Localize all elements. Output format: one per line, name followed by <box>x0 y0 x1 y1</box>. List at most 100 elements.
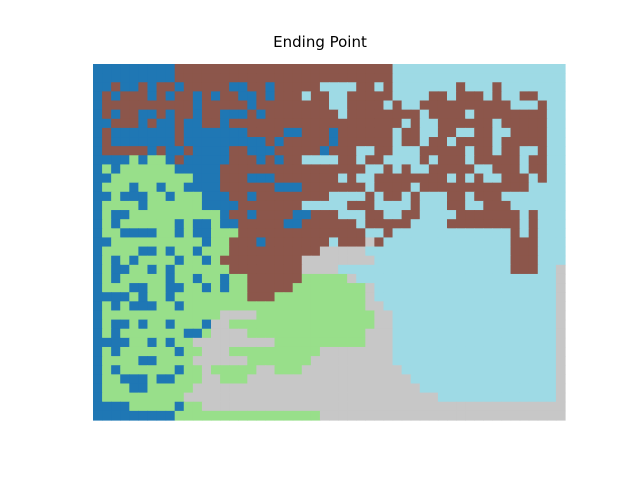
grid-cell-green <box>102 319 112 330</box>
grid-cell-brown <box>465 210 475 220</box>
grid-cell-cyan <box>329 200 339 211</box>
grid-cell-cyan <box>519 164 530 175</box>
grid-cell-cyan <box>474 365 484 375</box>
grid-cell-green <box>192 401 203 412</box>
grid-cell-green <box>256 346 267 357</box>
grid-cell-cyan <box>483 173 493 184</box>
grid-cell-brown <box>510 237 521 248</box>
grid-cell-cyan <box>492 365 503 375</box>
grid-cell-green <box>138 328 149 339</box>
grid-cell-cyan <box>492 356 503 366</box>
grid-cell-blue <box>238 137 248 147</box>
grid-cell-brown <box>383 173 394 184</box>
grid-cell-brown <box>465 118 475 129</box>
grid-cell-cyan <box>501 191 512 202</box>
grid-cell-green <box>283 301 294 312</box>
grid-cell-cyan <box>519 356 530 366</box>
grid-cell-brown <box>319 64 330 74</box>
grid-cell-cyan <box>419 365 430 375</box>
grid-cell-cyan <box>546 173 557 184</box>
grid-cell-blue <box>147 109 158 120</box>
grid-cell-brown <box>265 283 276 293</box>
grid-cell-green <box>165 182 176 193</box>
grid-cell-brown <box>274 228 285 239</box>
grid-cell-brown <box>229 164 239 175</box>
grid-cell-green <box>247 410 257 421</box>
grid-cell-blue <box>229 137 239 147</box>
grid-cell-brown <box>238 182 248 193</box>
grid-cell-cyan <box>492 392 503 403</box>
grid-cell-cyan <box>474 374 484 385</box>
grid-cell-green <box>156 264 167 275</box>
grid-cell-brown <box>374 219 385 229</box>
grid-cell-brown <box>274 164 285 175</box>
grid-cell-gray <box>365 374 375 385</box>
grid-cell-cyan <box>546 155 557 166</box>
grid-cell-green <box>274 292 285 302</box>
grid-cell-green <box>310 292 321 302</box>
grid-cell-cyan <box>492 337 503 348</box>
grid-cell-brown <box>274 91 285 102</box>
grid-cell-green <box>274 337 285 348</box>
grid-cell-green <box>183 210 194 220</box>
grid-cell-brown <box>220 182 230 193</box>
grid-cell-brown <box>274 82 285 92</box>
grid-cell-brown <box>437 182 448 193</box>
grid-cell-green <box>329 337 339 348</box>
grid-cell-green <box>201 246 212 257</box>
grid-cell-cyan <box>555 146 566 156</box>
grid-cell-blue <box>274 155 285 166</box>
grid-cell-green <box>138 182 149 193</box>
grid-cell-green <box>156 392 167 403</box>
grid-cell-gray <box>492 410 503 421</box>
grid-cell-gray <box>283 383 294 394</box>
grid-cell-brown <box>528 246 539 257</box>
grid-cell-green <box>156 200 167 211</box>
grid-cell-brown <box>456 173 466 184</box>
grid-cell-cyan <box>474 264 484 275</box>
grid-cell-brown <box>129 118 139 129</box>
grid-cell-brown <box>510 246 521 257</box>
grid-cell-cyan <box>492 246 503 257</box>
grid-cell-brown <box>292 237 303 248</box>
grid-cell-gray <box>555 365 566 375</box>
grid-cell-cyan <box>392 64 403 74</box>
grid-cell-brown <box>220 64 230 74</box>
grid-cell-cyan <box>501 356 512 366</box>
grid-cell-cyan <box>338 109 348 120</box>
grid-cell-green <box>183 356 194 366</box>
grid-cell-green <box>310 273 321 284</box>
grid-cell-brown <box>292 191 303 202</box>
grid-cell-green <box>120 237 130 248</box>
grid-cell-green <box>238 374 248 385</box>
grid-cell-gray <box>211 328 221 339</box>
grid-cell-brown <box>537 100 548 111</box>
grid-cell-brown <box>138 82 149 92</box>
grid-cell-brown <box>528 127 539 138</box>
grid-cell-brown <box>383 137 394 147</box>
grid-cell-brown <box>120 146 130 156</box>
grid-cell-brown <box>183 146 194 156</box>
grid-cell-gray <box>347 365 357 375</box>
grid-cell-brown <box>483 100 493 111</box>
grid-cell-cyan <box>546 301 557 312</box>
grid-cell-gray <box>347 356 357 366</box>
grid-cell-cyan <box>528 191 539 202</box>
grid-cell-brown <box>301 164 312 175</box>
grid-cell-cyan <box>447 374 457 385</box>
grid-cell-green <box>138 255 149 266</box>
grid-cell-green <box>156 246 167 257</box>
grid-cell-brown <box>537 155 548 166</box>
grid-cell-green <box>347 337 357 348</box>
grid-cell-gray <box>555 301 566 312</box>
grid-cell-gray <box>301 365 312 375</box>
grid-cell-cyan <box>537 264 548 275</box>
grid-cell-brown <box>192 73 203 83</box>
grid-cell-green <box>347 283 357 293</box>
grid-cell-cyan <box>546 328 557 339</box>
grid-cell-cyan <box>465 365 475 375</box>
grid-cell-brown <box>501 210 512 220</box>
grid-cell-green <box>102 301 112 312</box>
grid-cell-cyan <box>537 383 548 394</box>
